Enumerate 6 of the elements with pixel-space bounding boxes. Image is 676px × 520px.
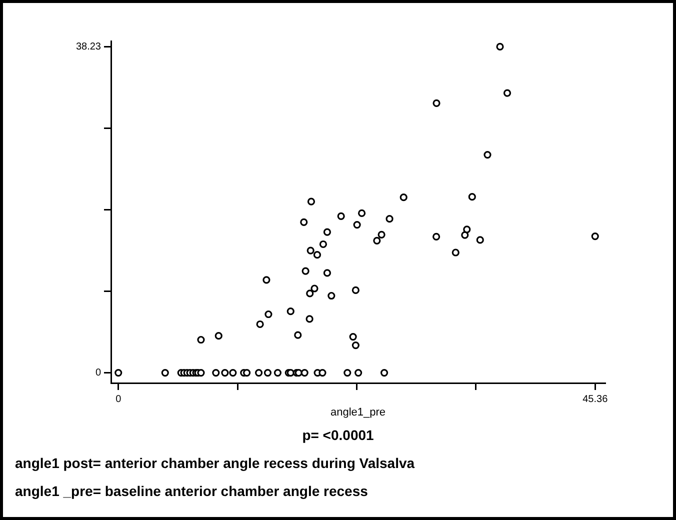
- text: angle1 _pre= baseline anterior chamber angle recess: [15, 483, 368, 499]
- x-axis-title: angle1_pre: [330, 406, 386, 418]
- x-tick-label: 45.36: [582, 394, 608, 405]
- text: angle1 post= anterior chamber angle recess during Valsalva: [15, 455, 415, 471]
- y-tick-label: 38.23: [76, 41, 102, 52]
- text: p= <0.0001: [301, 427, 375, 443]
